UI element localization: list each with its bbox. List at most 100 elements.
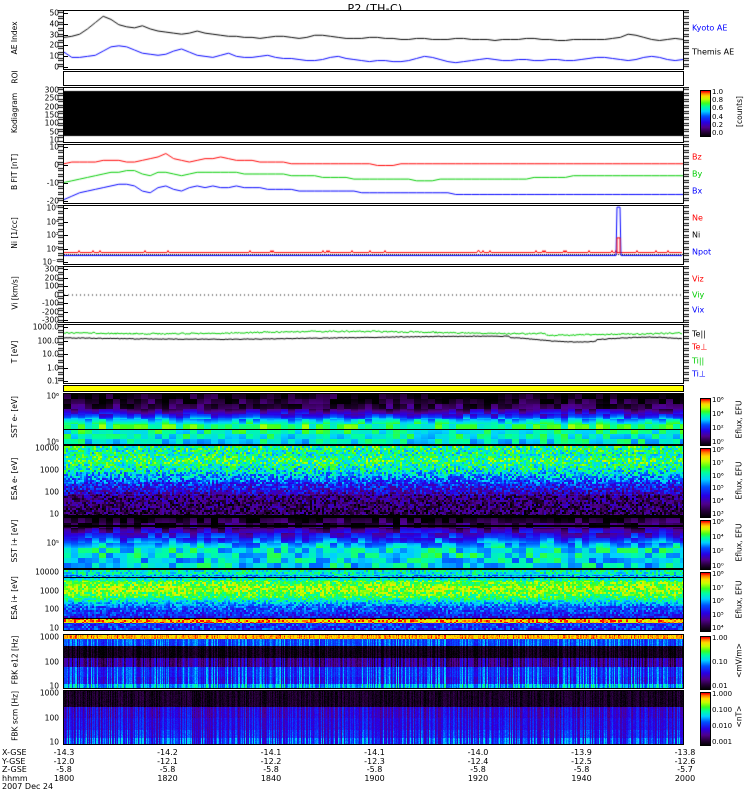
x-axis-row-header: Z-GSE bbox=[2, 765, 27, 774]
colorbar-tick-fbk-scm: 1.000 bbox=[712, 690, 733, 698]
spectrogram-esa-e bbox=[64, 446, 683, 516]
colorbar-tick-sst-e: 10⁴ bbox=[712, 410, 724, 418]
x-axis-tick-value: 2000 bbox=[674, 773, 696, 783]
y-tick-ae-index: 40 bbox=[49, 19, 59, 29]
colorbar-tick-kodiagram: 0.0 bbox=[712, 129, 724, 137]
axis-tick-cluster bbox=[58, 87, 63, 143]
colorbar-tick-kodiagram: 0.8 bbox=[712, 96, 724, 105]
plot-canvas-b-fit bbox=[64, 145, 683, 203]
spectrogram-fbk-e12 bbox=[64, 635, 683, 688]
spectrogram-sst-i bbox=[64, 518, 683, 568]
y-tick-ni: 10⁴ bbox=[46, 217, 59, 226]
colorbar-esa-e bbox=[700, 448, 711, 518]
y-tick-ni: 10² bbox=[46, 230, 59, 240]
colorbar-tick-sst-i: 10² bbox=[712, 547, 724, 556]
y-tick-fbk-scm: 10 bbox=[49, 737, 59, 747]
colorbar-kodiagram bbox=[700, 90, 711, 137]
colorbar-label-kodiagram: [counts] bbox=[734, 95, 744, 127]
colorbar-tick-fbk-scm: 0.100 bbox=[712, 706, 733, 714]
panel-roi bbox=[63, 71, 684, 86]
plot-canvas-ni bbox=[64, 206, 683, 264]
colorbar-tick-esa-e: 10⁴ bbox=[712, 497, 724, 506]
legend-bz: Bz bbox=[692, 152, 702, 162]
x-axis-tick-value: -12.5 bbox=[571, 756, 592, 766]
colorbar-tick-kodiagram: 1.0 bbox=[712, 88, 724, 96]
colorbar-tick-fbk-scm: 0.001 bbox=[712, 738, 733, 746]
x-axis-tick-value: 1820 bbox=[157, 773, 178, 783]
legend-vix: Vix bbox=[692, 305, 705, 315]
legend-te-: Te⊥ bbox=[692, 342, 708, 352]
x-axis-tick-value: 1940 bbox=[571, 773, 592, 783]
colorbar-tick-esa-i: 10⁵ bbox=[712, 610, 724, 619]
axis-tick-cluster bbox=[58, 266, 63, 323]
y-tick-kodiagram: 150 bbox=[44, 110, 59, 120]
colorbar-tick-sst-i: 10⁴ bbox=[712, 532, 724, 541]
colorbar-tick-fbk-e12: 1.00 bbox=[712, 634, 728, 642]
colorbar-tick-sst-i: 10⁶ bbox=[712, 518, 724, 526]
legend-themis-ae: Themis AE bbox=[692, 47, 735, 57]
x-axis-tick-value: -12.4 bbox=[467, 756, 489, 766]
x-axis-tick-value: -5.8 bbox=[573, 765, 590, 774]
plot-canvas-vi bbox=[64, 267, 683, 322]
colorbar-tick-sst-i: 10⁰ bbox=[712, 562, 724, 570]
colorbar-tick-sst-e: 10⁶ bbox=[712, 396, 724, 404]
colorbar-sst-i bbox=[700, 520, 711, 570]
spectrogram-fbk-scm bbox=[64, 691, 683, 744]
x-axis-row-header: Y-GSE bbox=[2, 756, 26, 766]
y-tick-vi: -300 bbox=[41, 315, 59, 325]
x-axis-tick-value: -13.8 bbox=[674, 748, 696, 757]
y-tick-b-fit: -10 bbox=[46, 178, 59, 188]
date-label: 2007 Dec 24 bbox=[2, 782, 54, 791]
legend-viy: Viy bbox=[692, 290, 705, 299]
x-axis-tick-value: 1900 bbox=[364, 773, 385, 783]
plot-canvas-temperature bbox=[64, 325, 683, 383]
y-tick-kodiagram: 100 bbox=[44, 118, 59, 128]
legend-kyoto-ae: Kyoto AE bbox=[692, 23, 728, 33]
y-tick-vi: 100 bbox=[44, 281, 59, 291]
y-tick-sst-i: 10⁵ bbox=[46, 538, 59, 548]
x-axis-tick-value: -14.1 bbox=[364, 748, 385, 757]
colorbar-tick-sst-e: 10⁰ bbox=[712, 438, 724, 446]
x-axis-tick-value: 1840 bbox=[260, 773, 282, 783]
y-tick-kodiagram: 50 bbox=[49, 127, 59, 137]
colorbar-tick-esa-i: 10⁴ bbox=[712, 624, 724, 632]
y-tick-vi: 300 bbox=[44, 264, 59, 274]
legend-bx: Bx bbox=[692, 186, 703, 196]
colorbar-tick-esa-e: 10⁷ bbox=[712, 458, 724, 467]
colorbar-tick-fbk-e12: 0.01 bbox=[712, 682, 728, 690]
axis-tick-cluster bbox=[58, 324, 63, 384]
y-tick-temperature: 0.1 bbox=[47, 376, 59, 386]
axis-tick-cluster bbox=[58, 205, 63, 265]
colorbar-fbk-e12 bbox=[700, 636, 711, 690]
colorbar-tick-sst-e: 10² bbox=[712, 424, 724, 432]
colorbar-tick-esa-e: 10³ bbox=[712, 510, 724, 518]
legend-npot: Npot bbox=[692, 247, 712, 257]
y-tick-temperature: 100.0 bbox=[37, 336, 59, 345]
colorbar-label-fbk-scm: <nT> bbox=[734, 705, 744, 728]
y-tick-fbk-e12: 10 bbox=[49, 681, 59, 691]
x-axis-tick-value: -5.8 bbox=[470, 765, 486, 774]
y-tick-temperature: 10.0 bbox=[42, 349, 59, 359]
spectrogram-kodiagram bbox=[64, 88, 683, 142]
x-axis-tick-value: -5.8 bbox=[56, 765, 72, 774]
y-tick-esa-e: 10 bbox=[49, 509, 59, 519]
spectrogram-esa-i bbox=[64, 570, 683, 630]
colorbar-tick-esa-e: 10⁸ bbox=[712, 446, 724, 454]
colorbar-tick-kodiagram: 0.4 bbox=[712, 112, 724, 121]
legend-te--: Te|| bbox=[692, 329, 706, 339]
y-tick-ae-index: 10 bbox=[49, 51, 59, 61]
legend-viz: Viz bbox=[692, 274, 704, 284]
axis-tick-cluster bbox=[684, 10, 689, 70]
legend-ti-: Ti⊥ bbox=[692, 369, 706, 379]
roi-bar bbox=[63, 385, 684, 392]
y-tick-ni: 10⁵ bbox=[46, 203, 59, 213]
x-axis-tick-value: -12.2 bbox=[260, 756, 282, 766]
spectrogram-sst-e bbox=[64, 394, 683, 444]
x-axis-tick-value: -13.9 bbox=[571, 748, 592, 757]
colorbar-tick-kodiagram: 0.2 bbox=[712, 120, 724, 129]
y-tick-fbk-e12: 100 bbox=[44, 657, 59, 666]
x-axis-tick-value: -14.1 bbox=[260, 748, 282, 757]
y-tick-ae-index: 30 bbox=[49, 30, 59, 40]
y-tick-kodiagram: 200 bbox=[44, 102, 59, 112]
colorbar-tick-fbk-e12: 0.10 bbox=[712, 658, 728, 666]
